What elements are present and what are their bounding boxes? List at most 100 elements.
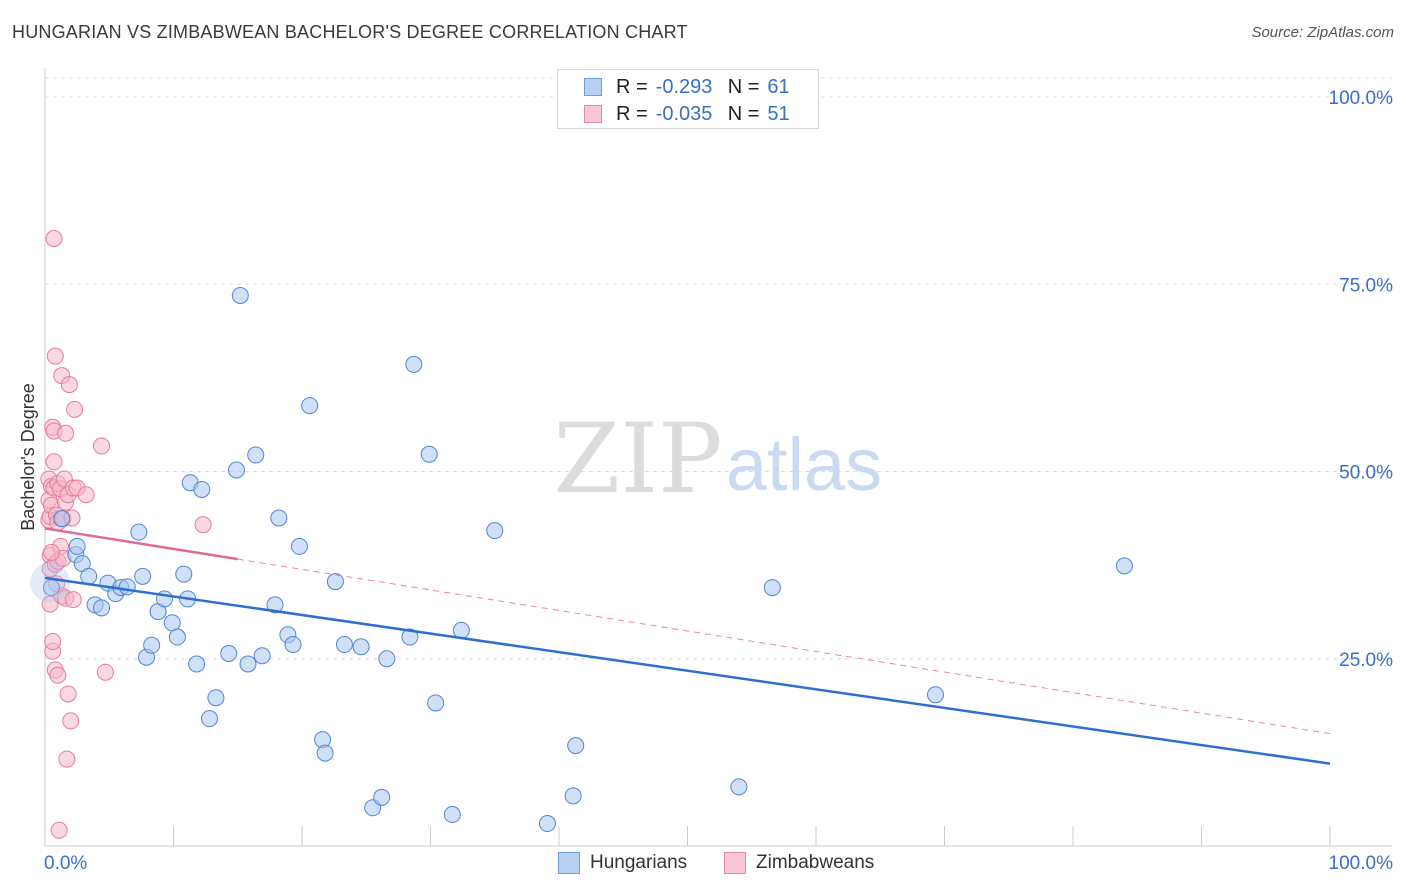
chart-title: HUNGARIAN VS ZIMBABWEAN BACHELOR'S DEGRE…: [12, 22, 688, 42]
data-point-hungarian: [168, 628, 186, 646]
n-label: N =: [727, 102, 760, 125]
data-point-zimbabwean: [194, 516, 212, 534]
data-point-hungarian: [401, 628, 419, 646]
data-point-hungarian: [253, 647, 271, 665]
data-point-zimbabwean: [45, 230, 63, 248]
data-point-zimbabwean: [60, 376, 78, 394]
data-point-hungarian: [564, 787, 582, 805]
stats-row-zimbabweans: R = -0.035 N = 51: [584, 102, 790, 126]
data-point-hungarian: [207, 689, 225, 707]
series-zimbabweans: [40, 230, 212, 839]
data-point-hungarian: [130, 523, 148, 541]
legend-label: Zimbabweans: [756, 852, 875, 873]
data-point-hungarian: [427, 694, 445, 712]
data-point-hungarian: [231, 286, 249, 304]
data-point-zimbabwean: [66, 400, 84, 418]
r-label: R =: [616, 102, 648, 125]
watermark-atlas: atlas: [726, 423, 882, 506]
r-value: -0.035: [655, 102, 713, 125]
data-point-hungarian: [134, 567, 152, 585]
watermark: ZIP atlas: [553, 403, 882, 515]
legend-item-zimbabweans[interactable]: Zimbabweans: [724, 852, 874, 874]
data-point-hungarian: [927, 686, 945, 704]
trend-lines: [44, 527, 1331, 765]
n-value: 61: [767, 75, 790, 98]
data-point-hungarian: [227, 461, 245, 479]
data-point-hungarian: [538, 815, 556, 833]
data-point-hungarian: [188, 655, 206, 673]
data-point-hungarian: [420, 445, 438, 463]
legend-item-hungarians[interactable]: Hungarians: [558, 852, 687, 874]
pink-swatch: [724, 852, 746, 874]
data-point-hungarian: [326, 573, 344, 591]
stats-row-hungarians: R = -0.293 N = 61: [584, 75, 790, 99]
data-point-zimbabwean: [45, 453, 63, 471]
data-point-zimbabwean: [50, 821, 68, 839]
trend-line-hungarians: [44, 576, 1331, 765]
data-point-zimbabwean: [62, 712, 80, 730]
data-point-hungarian: [290, 537, 308, 555]
data-point-hungarian: [53, 510, 71, 528]
data-point-hungarian: [335, 636, 353, 654]
data-point-hungarian: [301, 397, 319, 415]
data-point-hungarian: [284, 636, 302, 654]
y-tick-label: 75.0%: [1339, 275, 1393, 296]
y-tick-label: 50.0%: [1339, 463, 1393, 484]
data-point-hungarian: [143, 636, 161, 654]
data-point-hungarian: [1115, 557, 1133, 575]
data-point-hungarian: [270, 509, 288, 527]
data-point-hungarian: [175, 565, 193, 583]
trend-line-zimbabweans: [44, 527, 238, 561]
x-tick-label-min: 0.0%: [44, 853, 87, 874]
data-point-hungarian: [352, 638, 370, 656]
y-tick-label: 100.0%: [1329, 88, 1394, 109]
n-label: N =: [727, 75, 760, 98]
data-point-hungarian: [452, 621, 470, 639]
data-point-hungarian: [68, 537, 86, 555]
data-point-cluster: [30, 562, 71, 603]
data-point-zimbabwean: [44, 633, 62, 651]
watermark-zip: ZIP: [553, 403, 722, 515]
gridlines: [45, 77, 1392, 660]
data-point-zimbabwean: [93, 437, 111, 455]
data-point-zimbabwean: [49, 666, 67, 684]
data-point-hungarian: [373, 788, 391, 806]
y-axis-label: Bachelor's Degree: [18, 383, 38, 531]
pink-swatch: [584, 105, 602, 123]
data-point-hungarian: [239, 655, 257, 673]
stats-legend: R = -0.293 N = 61 R = -0.035 N = 51: [557, 69, 819, 129]
data-point-hungarian: [567, 737, 585, 755]
series-hungarians: [30, 286, 1133, 833]
data-point-hungarian: [378, 650, 396, 668]
data-point-hungarian: [163, 614, 181, 632]
data-point-hungarian: [405, 355, 423, 373]
data-point-hungarian: [763, 579, 781, 597]
data-point-zimbabwean: [41, 595, 59, 613]
data-point-zimbabwean: [59, 685, 77, 703]
data-point-hungarian: [730, 778, 748, 796]
data-point-hungarian: [93, 599, 111, 617]
data-point-hungarian: [80, 567, 98, 585]
x-tick-label-max: 100.0%: [1329, 853, 1394, 874]
data-point-hungarian: [486, 522, 504, 540]
data-point-zimbabwean: [64, 591, 82, 609]
r-value: -0.293: [655, 75, 713, 98]
data-point-hungarian: [266, 596, 284, 614]
source-credit: Source: ZipAtlas.com: [1251, 24, 1394, 41]
data-point-hungarian: [193, 480, 211, 498]
data-point-hungarian: [316, 744, 334, 762]
data-point-zimbabwean: [58, 750, 76, 768]
data-point-hungarian: [247, 446, 265, 464]
tick-labels: 25.0% 50.0% 75.0% 100.0% 0.0% 100.0%: [44, 88, 1393, 874]
data-point-hungarian: [443, 806, 461, 824]
series-legend: Hungarians Zimbabweans: [0, 852, 1406, 876]
blue-swatch: [558, 852, 580, 874]
data-point-hungarian: [220, 645, 238, 663]
data-point-hungarian: [200, 710, 218, 728]
legend-label: Hungarians: [590, 852, 688, 873]
blue-swatch: [584, 78, 602, 96]
trend-line-zimbabweans-extended: [237, 558, 1331, 735]
axes: [44, 68, 1392, 847]
n-value: 51: [767, 102, 790, 125]
